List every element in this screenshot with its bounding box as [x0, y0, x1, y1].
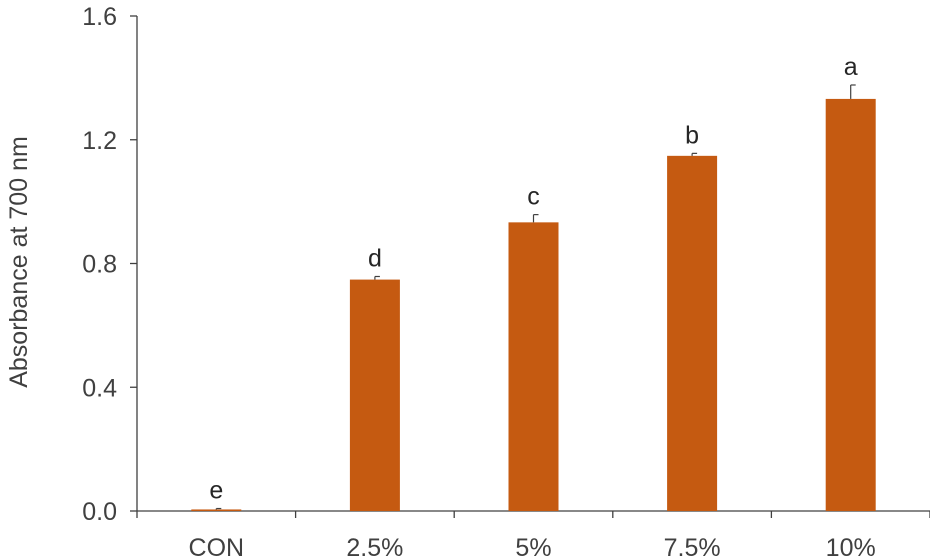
x-tick-label: 10% [826, 534, 876, 560]
significance-label: b [685, 121, 699, 149]
bar [667, 155, 718, 511]
significance-label: c [527, 183, 540, 211]
y-tick-label: 0.0 [82, 498, 117, 526]
x-tick-label: 2.5% [346, 534, 403, 560]
plot-area: 0.0 0.4 0.8 1.2 1.6 e CON d 2.5% c 5% b 7.5% a 10% [82, 3, 930, 560]
y-tick-label: 0.8 [82, 251, 117, 279]
x-tick-label: CON [189, 534, 245, 560]
significance-label: e [209, 477, 223, 505]
bar [825, 98, 876, 511]
x-tick-label: 5% [515, 534, 551, 560]
y-axis-title: Absorbance at 700 nm [5, 136, 33, 388]
significance-label: d [368, 244, 382, 272]
bar [508, 222, 559, 511]
x-tick-label: 7.5% [664, 534, 721, 560]
y-tick-label: 1.2 [82, 127, 117, 155]
y-tick-label: 1.6 [82, 3, 117, 31]
y-tick-label: 0.4 [82, 374, 117, 402]
bar [349, 279, 400, 511]
bar [191, 509, 242, 511]
significance-label: a [844, 53, 858, 81]
